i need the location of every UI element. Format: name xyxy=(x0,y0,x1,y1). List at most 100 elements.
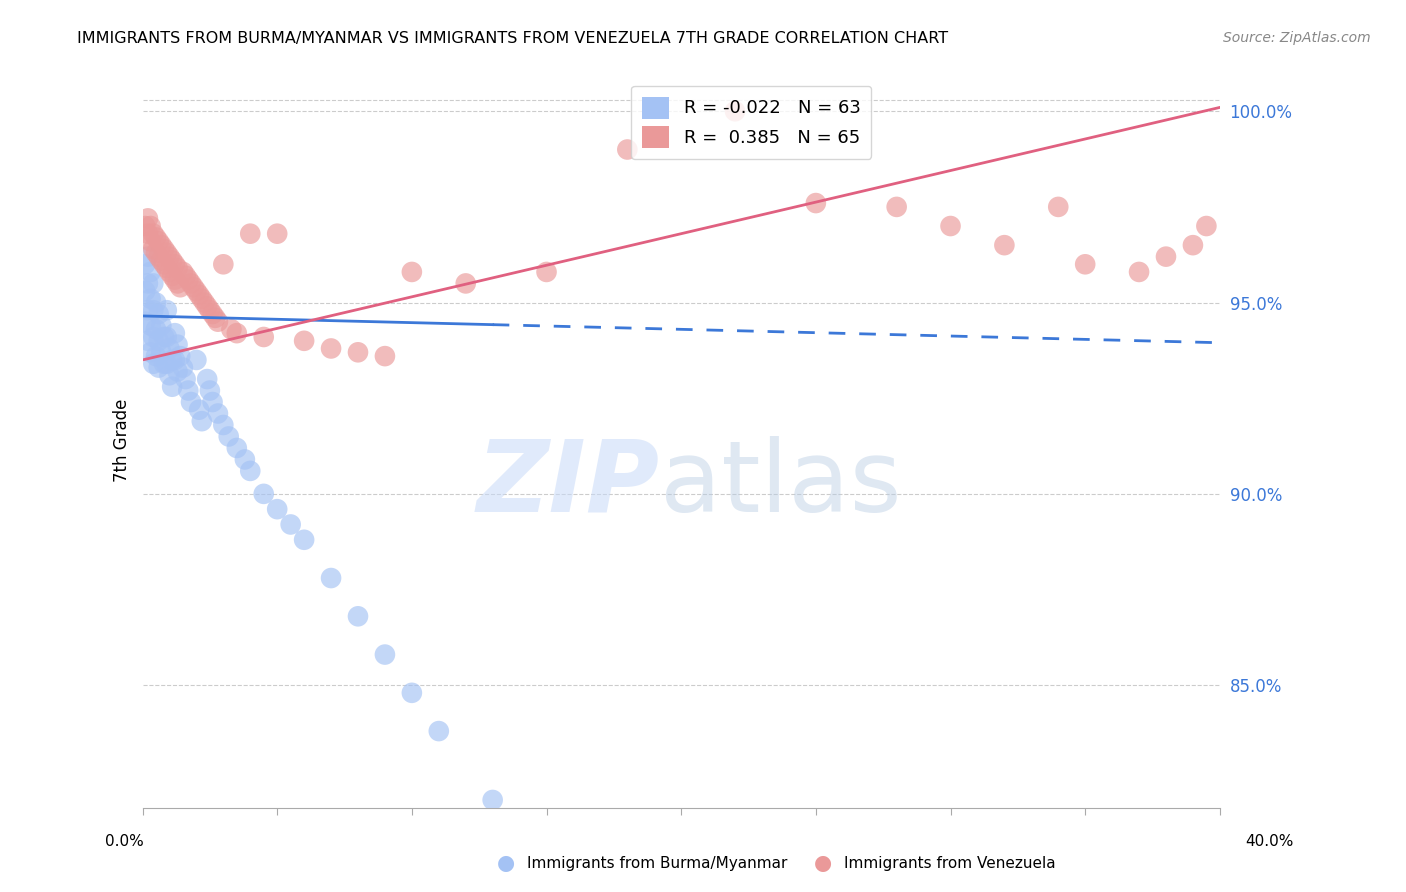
Point xyxy=(374,648,396,662)
Point xyxy=(280,517,302,532)
Point xyxy=(145,230,167,244)
Point xyxy=(292,533,315,547)
Point xyxy=(536,265,558,279)
Point xyxy=(886,200,908,214)
Point xyxy=(1128,265,1150,279)
Point xyxy=(159,342,181,356)
Y-axis label: 7th Grade: 7th Grade xyxy=(114,399,131,482)
Point xyxy=(169,349,191,363)
Point xyxy=(142,227,165,241)
Point xyxy=(163,257,186,271)
Point xyxy=(201,395,224,409)
Point xyxy=(145,295,167,310)
Point xyxy=(188,402,211,417)
Point xyxy=(204,310,226,325)
Point xyxy=(319,571,342,585)
Point xyxy=(212,417,235,432)
Point xyxy=(427,724,450,739)
Point xyxy=(319,342,342,356)
Point xyxy=(142,303,165,318)
Point xyxy=(153,357,176,371)
Point xyxy=(221,322,243,336)
Point xyxy=(253,330,276,344)
Point xyxy=(253,487,276,501)
Point xyxy=(939,219,962,233)
Point xyxy=(207,407,229,421)
Point xyxy=(292,334,315,348)
Point xyxy=(153,257,176,271)
Point xyxy=(347,345,370,359)
Point xyxy=(163,272,186,286)
Point xyxy=(160,253,183,268)
Point xyxy=(159,368,181,383)
Point xyxy=(804,196,827,211)
Point xyxy=(225,326,247,341)
Point xyxy=(374,349,396,363)
Point xyxy=(163,326,186,341)
Point xyxy=(195,372,218,386)
Point xyxy=(186,353,208,368)
Point xyxy=(993,238,1015,252)
Point xyxy=(201,307,224,321)
Point xyxy=(1181,238,1204,252)
Point xyxy=(148,334,170,348)
Point xyxy=(169,280,191,294)
Point xyxy=(454,277,477,291)
Point xyxy=(156,357,179,371)
Point xyxy=(195,299,218,313)
Point xyxy=(139,318,162,333)
Point xyxy=(188,288,211,302)
Point xyxy=(156,330,179,344)
Point xyxy=(160,353,183,368)
Point xyxy=(180,395,202,409)
Point xyxy=(136,227,159,241)
Point xyxy=(136,211,159,226)
Point xyxy=(134,284,156,298)
Point xyxy=(139,345,162,359)
Text: Immigrants from Venezuela: Immigrants from Venezuela xyxy=(844,856,1056,871)
Point xyxy=(142,330,165,344)
Point xyxy=(166,277,188,291)
Point xyxy=(136,277,159,291)
Point xyxy=(156,261,179,276)
Point xyxy=(139,235,162,249)
Point xyxy=(134,315,156,329)
Point xyxy=(153,242,176,256)
Point xyxy=(174,372,197,386)
Point xyxy=(1154,250,1177,264)
Point xyxy=(160,380,183,394)
Point xyxy=(145,245,167,260)
Legend: R = -0.022   N = 63, R =  0.385   N = 65: R = -0.022 N = 63, R = 0.385 N = 65 xyxy=(631,86,872,159)
Point xyxy=(166,261,188,276)
Text: ●: ● xyxy=(498,854,515,873)
Point xyxy=(347,609,370,624)
Text: 0.0%: 0.0% xyxy=(105,834,145,849)
Point xyxy=(616,143,638,157)
Point xyxy=(148,307,170,321)
Point xyxy=(159,250,181,264)
Point xyxy=(136,303,159,318)
Point xyxy=(193,295,215,310)
Point xyxy=(239,464,262,478)
Point xyxy=(1195,219,1218,233)
Point xyxy=(180,277,202,291)
Point xyxy=(156,303,179,318)
Point xyxy=(218,429,240,443)
Point xyxy=(207,315,229,329)
Text: 40.0%: 40.0% xyxy=(1246,834,1294,849)
Text: Source: ZipAtlas.com: Source: ZipAtlas.com xyxy=(1223,31,1371,45)
Point xyxy=(239,227,262,241)
Point xyxy=(186,284,208,298)
Point xyxy=(142,277,165,291)
Point xyxy=(1047,200,1070,214)
Text: Immigrants from Burma/Myanmar: Immigrants from Burma/Myanmar xyxy=(527,856,787,871)
Point xyxy=(166,364,188,378)
Point xyxy=(401,686,423,700)
Point xyxy=(212,257,235,271)
Text: IMMIGRANTS FROM BURMA/MYANMAR VS IMMIGRANTS FROM VENEZUELA 7TH GRADE CORRELATION: IMMIGRANTS FROM BURMA/MYANMAR VS IMMIGRA… xyxy=(77,31,949,46)
Point xyxy=(183,280,205,294)
Point xyxy=(163,353,186,368)
Point xyxy=(266,502,288,516)
Point xyxy=(139,292,162,306)
Point xyxy=(136,334,159,348)
